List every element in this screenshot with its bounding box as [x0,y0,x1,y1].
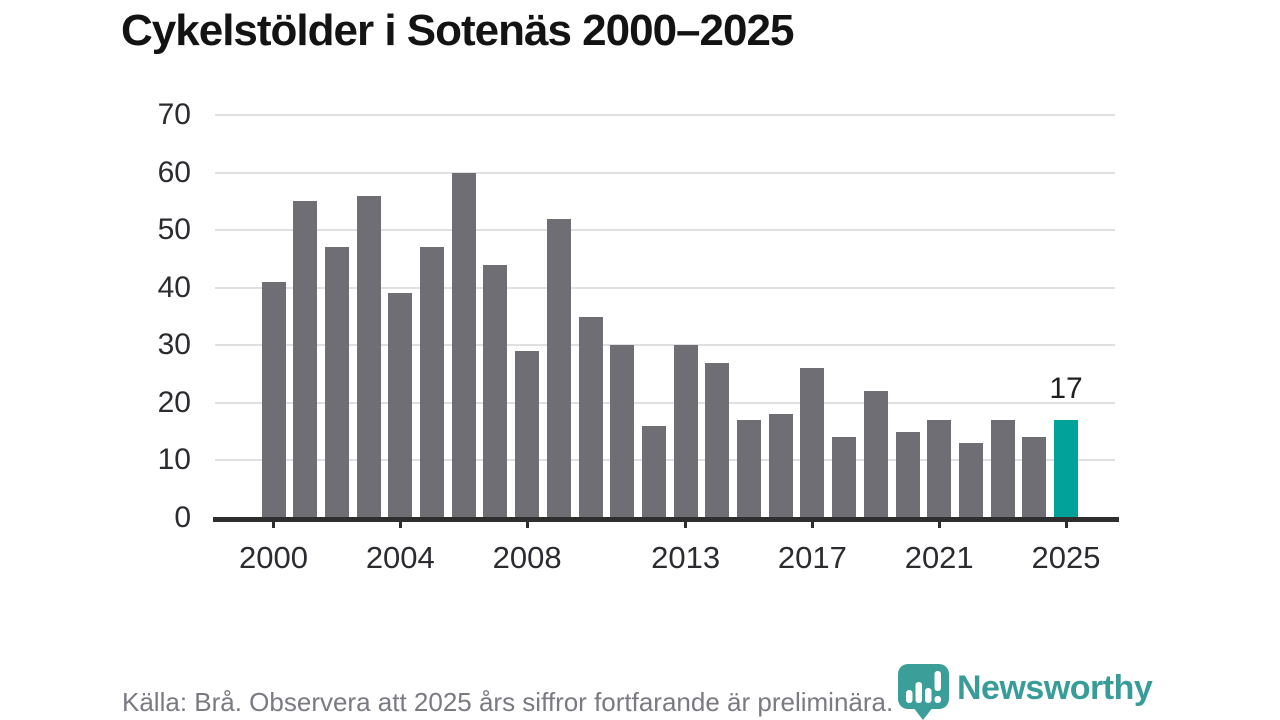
x-axis-label: 2017 [777,540,847,575]
chart-title: Cykelstölder i Sotenäs 2000–2025 [121,6,794,55]
x-axis-tick [810,518,814,528]
gridline [215,401,1115,404]
bar-2019 [863,391,888,518]
x-axis-tick [684,518,688,528]
y-axis-label: 30 [157,328,191,362]
gridline [215,286,1115,289]
x-axis-label: 2004 [365,540,435,575]
newsworthy-logo: Newsworthy [897,663,1153,720]
gridline [215,344,1115,347]
y-axis-label: 70 [157,98,191,131]
bar-2001 [293,201,318,518]
bar-2009 [546,218,571,518]
gridline [215,229,1115,232]
bar-2015 [737,420,761,518]
bar-2006 [451,172,476,518]
bar-2012 [641,425,666,518]
x-axis-line [213,517,1119,522]
bar-2018 [832,437,857,518]
x-axis-label: 2021 [904,540,974,575]
bar-2021 [927,420,952,518]
source-note: Källa: Brå. Observera att 2025 års siffr… [122,687,894,717]
y-axis-label: 10 [157,443,191,477]
x-axis-tick [1064,518,1068,528]
gridline [215,171,1115,174]
bar-2016 [768,414,793,518]
bar-2007 [483,264,508,518]
bar-2024 [1022,437,1047,518]
bar-2020 [895,431,920,518]
x-axis-label: 2013 [651,540,721,575]
y-axis-label: 50 [157,213,191,247]
newsworthy-logo-text: Newsworthy [957,669,1153,707]
bar-2025 [1054,420,1078,518]
plot-area: 0 10 20 30 40 50 60 70 2000 2004 2008 2013 2017 2021 2… [158,99,1115,575]
bar-2010 [578,316,603,518]
bar-2023 [990,420,1015,518]
x-axis-tick [272,518,275,528]
y-axis-label: 20 [157,385,191,419]
bar-2014 [705,362,730,518]
bar-2013 [673,345,698,518]
highlight-value-label: 17 [1049,372,1083,406]
y-axis-label: 0 [174,501,191,534]
bar-2003 [356,195,381,518]
x-axis-label: 2008 [492,540,562,575]
bar-2022 [958,443,983,518]
x-axis-label: 2000 [239,540,308,575]
bar-2011 [610,345,635,518]
x-axis-tick [398,518,402,528]
x-axis-tick [937,518,941,528]
gridline [215,114,1115,116]
newsworthy-pin-barchart-icon [898,664,949,720]
bar-2017 [800,368,825,518]
y-axis-label: 40 [157,270,191,304]
bar-2002 [324,247,349,518]
x-axis-tick [525,518,529,528]
bar-2005 [420,247,444,518]
bar-2004 [388,293,413,518]
y-axis-label: 60 [157,155,191,189]
x-axis-label: 2025 [1031,540,1101,575]
bar-2008 [515,351,540,518]
bar-2000 [261,281,286,518]
